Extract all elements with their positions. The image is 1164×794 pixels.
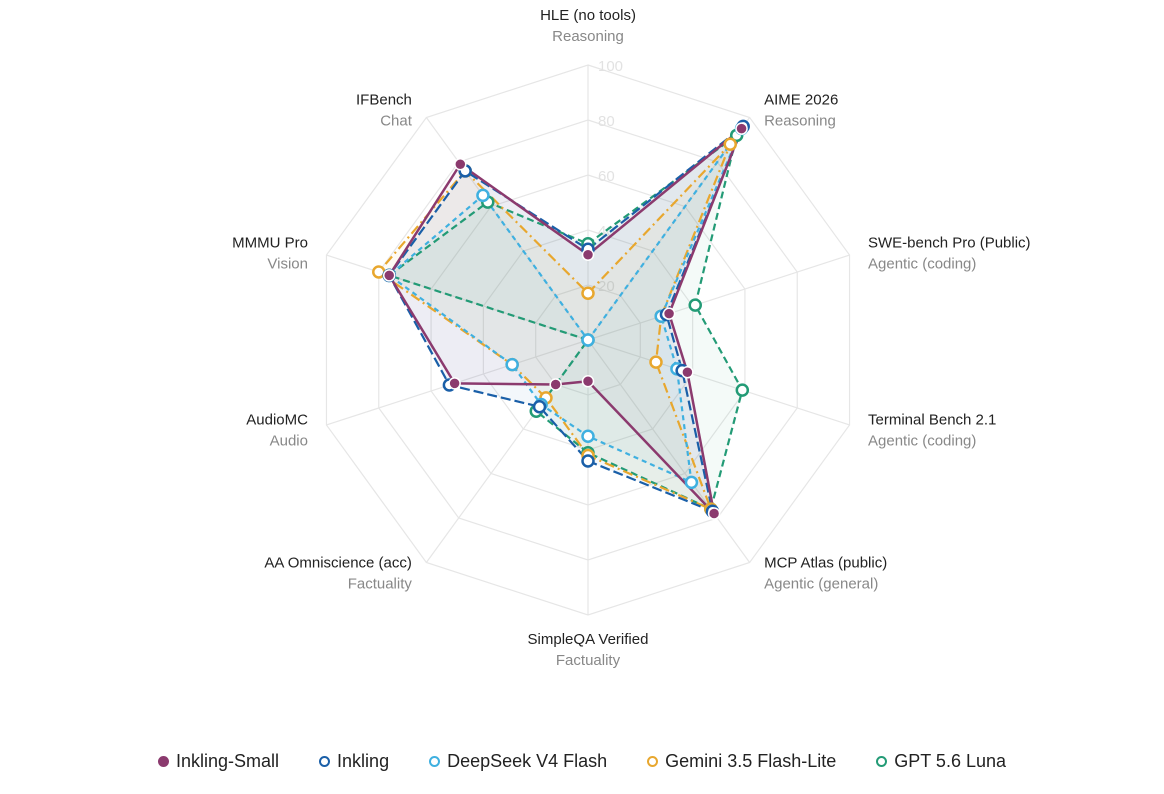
data-point [649, 355, 663, 369]
axis-label-category: Vision [267, 256, 308, 273]
data-point [581, 429, 595, 443]
data-point [581, 333, 595, 347]
data-point [382, 269, 396, 282]
axis-label-category: Audio [270, 432, 308, 449]
data-point [448, 377, 461, 390]
axis-label-category: Chat [380, 113, 413, 130]
data-point [662, 307, 676, 320]
legend-swatch [647, 756, 659, 767]
axis-label-name: AudioMC [246, 411, 308, 428]
series-area [389, 135, 743, 510]
data-point [681, 366, 694, 379]
data-point [549, 378, 562, 391]
series-markers [372, 119, 750, 520]
axis-label-name: MMMU Pro [232, 235, 308, 252]
grid-spoke [587, 339, 751, 563]
axis-label-name: Terminal Bench 2.1 [868, 411, 996, 428]
tick-label: 80 [598, 113, 615, 130]
series-area [389, 126, 744, 512]
legend-swatch [158, 756, 169, 767]
legend-swatch [319, 756, 331, 767]
grid-spoke [587, 339, 850, 426]
grid-spoke [587, 254, 850, 341]
data-point [723, 137, 737, 151]
data-point [735, 383, 750, 397]
legend-label: DeepSeek V4 Flash [447, 751, 608, 771]
tick-label: 100 [598, 58, 623, 75]
axis-label-name: SimpleQA Verified [528, 631, 649, 648]
axis-label-category: Reasoning [552, 28, 624, 45]
axis-label-category: Agentic (coding) [868, 256, 976, 273]
legend-item: Inkling [319, 751, 389, 772]
axis-label-name: MCP Atlas (public) [764, 554, 887, 571]
series-line [388, 134, 744, 511]
data-point [581, 375, 595, 388]
data-point [532, 399, 547, 414]
legend-label: Inkling-Small [176, 751, 280, 771]
axis-label-name: SWE-bench Pro (Public) [868, 235, 1031, 252]
data-point [581, 454, 595, 468]
series-area [389, 128, 742, 483]
legend-swatch [876, 756, 888, 767]
legend-item: GPT 5.6 Luna [876, 751, 1006, 772]
axis-label-category: Reasoning [764, 113, 836, 130]
axis-label-category: Factuality [348, 575, 413, 592]
data-point [476, 188, 490, 203]
data-point [707, 507, 721, 520]
tick-label: 60 [598, 168, 615, 185]
axis-label-category: Agentic (general) [764, 575, 878, 592]
axis-label-name: IFBench [356, 92, 412, 109]
axis-label-category: Factuality [556, 652, 621, 669]
legend-item: Inkling-Small [158, 751, 279, 772]
data-point [581, 286, 595, 300]
axis-label-name: AA Omniscience (acc) [264, 554, 412, 571]
data-point [684, 475, 699, 490]
legend-label: Inkling [337, 751, 390, 771]
data-point [581, 248, 595, 261]
data-point [454, 157, 467, 171]
grid-spoke [425, 339, 589, 563]
legend-label: GPT 5.6 Luna [894, 751, 1006, 771]
axis-label-category: Agentic (coding) [868, 432, 976, 449]
data-point [505, 357, 519, 372]
data-point [735, 122, 748, 135]
axis-label-name: AIME 2026 [764, 92, 838, 109]
legend: Inkling-Small Inkling DeepSeek V4 Flash Gem… [0, 751, 1164, 772]
legend-item: Gemini 3.5 Flash-Lite [647, 751, 836, 772]
data-point [688, 298, 702, 312]
legend-label: Gemini 3.5 Flash-Lite [665, 751, 837, 771]
legend-swatch [429, 756, 441, 767]
axis-labels: HLE (no tools) Reasoning AIME 2026 Reasonin… [232, 7, 1030, 669]
series-area [378, 144, 731, 510]
tick-label: 20 [598, 278, 615, 295]
legend-item: DeepSeek V4 Flash [429, 751, 607, 772]
axis-label-name: HLE (no tools) [540, 7, 636, 24]
